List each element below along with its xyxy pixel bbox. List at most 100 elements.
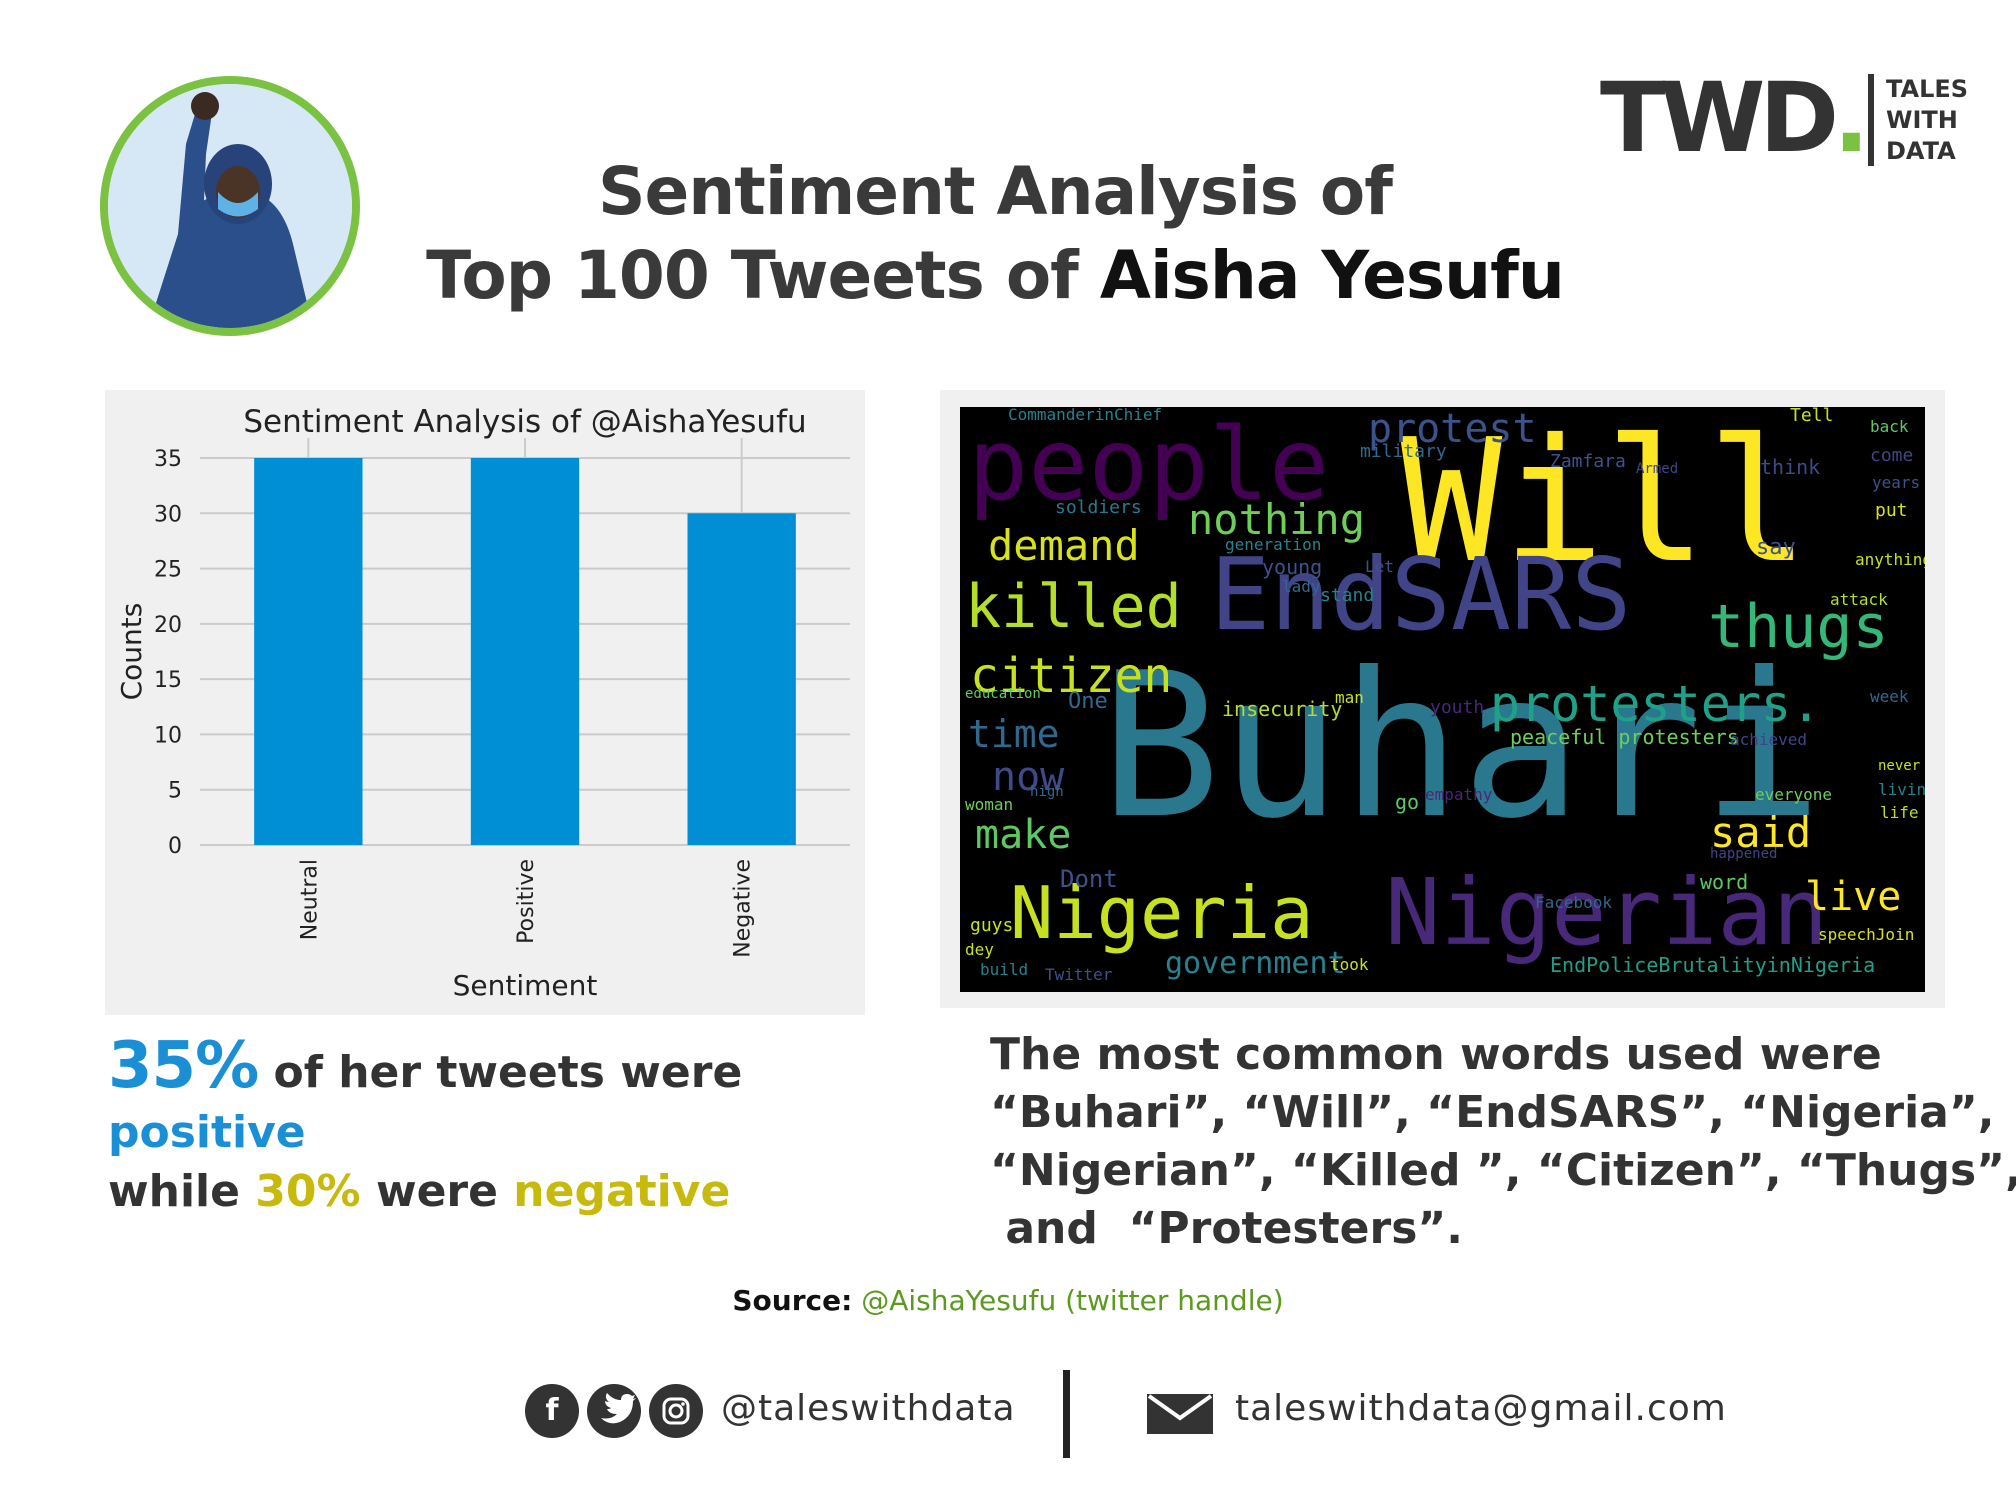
bar-chart-panel: 0 5 10 15 20 25 30 35 Neutral Positive Negative Sen…	[105, 390, 865, 1015]
title-prefix: Top 100 Tweets of	[426, 237, 1100, 314]
negative-percent: 30%	[255, 1166, 361, 1217]
logo-word-3: DATA	[1886, 137, 1956, 165]
social-handle[interactable]: @taleswithdata	[721, 1388, 1016, 1429]
instagram-icon[interactable]	[649, 1384, 703, 1438]
logo-word-1: TALES	[1886, 75, 1969, 103]
x-tick-label-neutral: Neutral	[297, 859, 322, 940]
sentiment-summary: 35% of her tweets were positive while 30…	[108, 1034, 938, 1221]
cloud-word-twitter: Twitter	[1045, 965, 1113, 984]
cloud-word-education: education	[965, 686, 1041, 702]
x-tick-label-negative: Negative	[731, 859, 756, 958]
cloud-word-time: time	[968, 712, 1060, 756]
email-address[interactable]: taleswithdata@gmail.com	[1235, 1388, 1727, 1429]
cloud-word-nothing: nothing	[1188, 495, 1366, 544]
cloud-word-youth: youth	[1430, 697, 1485, 718]
cloud-word-commanderinchief: CommanderinChief	[1008, 407, 1163, 424]
cloud-word-peaceful-protesters: peaceful protesters	[1510, 725, 1739, 749]
cloud-word-dey: dey	[965, 940, 994, 959]
cloud-word-empathy: empathy	[1425, 785, 1493, 804]
cloud-word-let: Let	[1365, 557, 1394, 576]
cloud-word-make: make	[975, 812, 1072, 858]
cloud-word-everyone: everyone	[1755, 785, 1833, 804]
cloud-word-anything: anything	[1855, 550, 1925, 569]
cloud-word-living: living	[1878, 780, 1925, 799]
cloud-word-endpolicebrutalityinnigeria: EndPoliceBrutalityinNigeria	[1550, 953, 1876, 977]
x-tick-label-positive: Positive	[514, 859, 539, 944]
cloud-word-think: think	[1760, 455, 1821, 479]
logo-words: TALES WITH DATA	[1886, 74, 1968, 167]
y-tick-label-5: 25	[154, 558, 182, 583]
cloud-word-government: government	[1165, 946, 1346, 981]
cloud-word-years: years	[1872, 473, 1921, 492]
twitter-icon[interactable]	[587, 1384, 641, 1438]
cloud-word-build: build	[980, 960, 1029, 979]
cloud-word-people: people	[968, 407, 1330, 523]
positive-percent: 35%	[108, 1029, 259, 1103]
logo: TWD. TALES WITH DATA	[1600, 66, 1990, 176]
cloud-word-speechjoin: speechJoin	[1818, 925, 1915, 944]
cloud-word-soldiers: soldiers	[1055, 497, 1142, 518]
avatar-photo	[108, 84, 352, 328]
title-line-2: Top 100 Tweets of Aisha Yesufu	[330, 234, 1660, 318]
cloud-word-young: young	[1262, 555, 1323, 579]
summary-line-1: 35% of her tweets were positive	[108, 1034, 938, 1163]
logo-mark-a: TW	[1600, 62, 1765, 174]
cloud-word-lady: lady	[1282, 577, 1321, 596]
cloud-word-week: week	[1870, 687, 1909, 706]
cloud-word-took: took	[1330, 955, 1369, 974]
cloud-word-life: life	[1880, 803, 1919, 822]
common-words-line-1: The most common words used were	[990, 1029, 1882, 1080]
cloud-word-happened: happened	[1710, 846, 1778, 862]
common-words-line-2: “Buhari”, “Will”, “EndSARS”, “Nigeria”,	[990, 1087, 1995, 1138]
cloud-word-stand: stand	[1320, 585, 1375, 606]
bar-neutral	[254, 458, 363, 845]
cloud-word-high: high	[1030, 784, 1064, 800]
mail-icon	[1147, 1394, 1213, 1434]
cloud-word-say: say	[1756, 535, 1796, 560]
cloud-word-never: never	[1878, 758, 1921, 774]
cloud-word-insecurity: insecurity	[1222, 697, 1343, 721]
footer-divider	[1063, 1370, 1070, 1458]
twitter-bird-glyph	[601, 1393, 636, 1424]
source-label: Source:	[732, 1284, 853, 1317]
logo-divider	[1868, 74, 1874, 166]
logo-mark: TWD.	[1600, 66, 1870, 170]
cloud-word-woman: woman	[965, 795, 1014, 814]
bar-positive	[470, 458, 580, 845]
cloud-word-nigerian: Nigerian	[1385, 859, 1829, 966]
cloud-word-military: military	[1360, 441, 1447, 462]
cloud-word-generation: generation	[1225, 535, 1322, 554]
cloud-word-put: put	[1875, 500, 1908, 521]
instagram-glyph	[662, 1397, 690, 1425]
avatar	[100, 76, 360, 336]
bar-chart: 0 5 10 15 20 25 30 35 Neutral Positive Negative Sen…	[115, 404, 850, 1002]
title-line-1: Sentiment Analysis of	[598, 153, 1393, 230]
cloud-word-buhari: Buhari	[1100, 630, 1823, 863]
cloud-word-facebook: Facebook	[1535, 893, 1613, 912]
facebook-icon[interactable]: f	[525, 1384, 579, 1438]
page-title: Sentiment Analysis of Top 100 Tweets of …	[330, 150, 1660, 318]
footer: f @taleswithdata taleswithdata@gmail.com	[525, 1370, 1825, 1460]
bar-negative	[687, 513, 796, 845]
chart-title: Sentiment Analysis of @AishaYesufu	[243, 404, 806, 440]
y-axis-label: Counts	[115, 603, 148, 701]
cloud-word-tell: Tell	[1790, 407, 1834, 426]
logo-mark-b: D	[1759, 62, 1839, 174]
cloud-word-will: Will	[1400, 407, 1810, 601]
cloud-word-word: word	[1700, 870, 1749, 894]
cloud-word-zamfara: Zamfara	[1550, 451, 1626, 472]
x-axis-label: Sentiment	[453, 969, 598, 1002]
cloud-word-achieved: achieved	[1730, 730, 1808, 749]
negative-word: negative	[513, 1166, 731, 1217]
common-words-line-3: “Nigerian”, “Killed ”, “Citizen”, “Thugs…	[990, 1145, 2016, 1196]
summary-text-2: were	[360, 1166, 514, 1217]
cloud-word-live: live	[1805, 874, 1902, 920]
y-tick-label-6: 30	[154, 502, 182, 527]
common-words-summary: The most common words used were “Buhari”…	[990, 1026, 2016, 1258]
title-name: Aisha Yesufu	[1099, 237, 1565, 314]
cloud-word-come: come	[1870, 445, 1914, 466]
summary-text-1: of her tweets were	[258, 1047, 743, 1098]
cloud-word-killed: killed	[965, 572, 1182, 642]
cloud-word-endsars: EndSARS	[1210, 536, 1632, 653]
cloud-word-nigeria: Nigeria	[1010, 871, 1314, 955]
